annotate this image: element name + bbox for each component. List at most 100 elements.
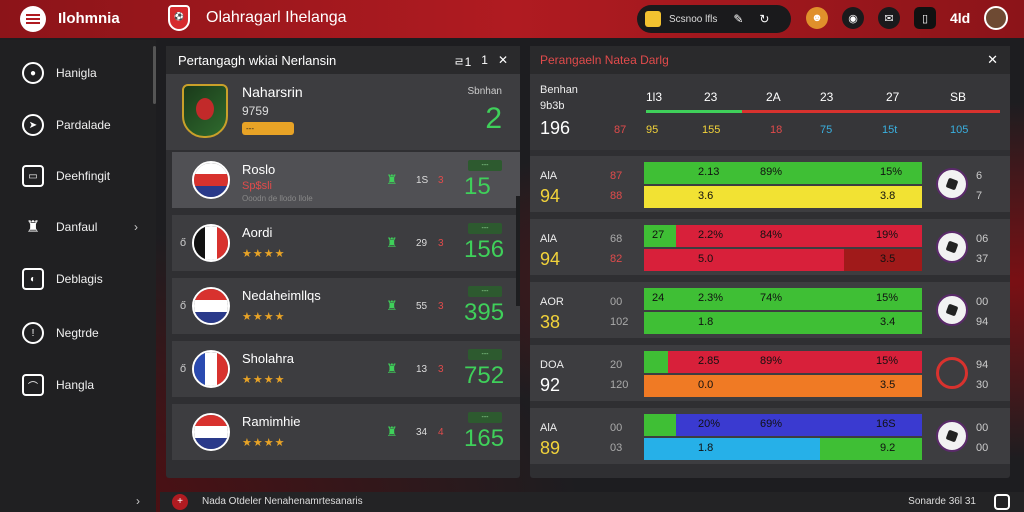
match-side-value: 94 [976,359,989,371]
team-row[interactable]: ő Sholahra ★★★★ ♜ 13 3 --- 752 [172,341,520,397]
team-row[interactable]: Roslo Sp$sli Ooodn de llodo llole ♜ 1S 3 --- 15 [172,152,520,208]
team-list-panel: Pertangagh wkiai Nerlansin ㄹ1 1 ✕ Nahars… [166,46,520,478]
sidebar-item-hangla[interactable]: ⌒ Hangla [0,370,156,400]
match-code: AlA [540,170,558,182]
screen-title: Olahragarl Ihelanga [206,9,347,26]
settings-icon[interactable] [994,494,1010,510]
summary-value-cell: 15t [882,124,898,136]
star-rating: ★★★★ [242,311,286,323]
team-stat-secondary: 3 [438,238,444,249]
team-row[interactable]: ő Nedaheimllqs ★★★★ ♜ 55 3 --- 395 [172,278,520,334]
sidebar-item-deblagis[interactable]: ◐ Deblagis [0,264,156,294]
star-rating: ★★★★ [242,374,286,386]
team-tag: --- [468,160,502,171]
sidebar-item-label: Hanigla [56,66,97,80]
summary-column-label: 27 [886,90,900,104]
sidebar-scrollbar[interactable] [153,46,156,104]
trophy-icon: ♜ [386,361,398,376]
match-stat: 00 [610,296,623,308]
stat-bar-top: 20% 69% 16S [644,414,922,436]
stat-bar-fill [644,288,922,310]
match-rating: 92 [540,375,561,395]
team-stat: 55 [416,301,428,312]
stat-bar-accent [844,249,922,271]
briefcase-icon: ▭ [22,165,44,187]
stat-bar-value: 69% [760,418,783,430]
sidebar-item-label: Danfaul [56,220,98,234]
stat-bar-fill [644,375,922,397]
edit-icon[interactable]: ✎ [733,12,744,26]
stat-bar-value: 3.8 [880,190,896,202]
stat-bar-top: 2.85 89% 15% [644,351,922,373]
mascot-icon[interactable]: ☻ [806,7,828,29]
sidebar-item-negtrde[interactable]: ! Negtrde [0,318,156,348]
team-stat-secondary: 4 [438,427,444,438]
featured-value: 2 [485,102,502,135]
top-bar: Ilohmnia ⚽ Olahragarl Ihelanga Scsnoo lf… [0,0,1024,38]
sidebar-expand-chevron-icon[interactable]: › [136,494,140,508]
summary-value-cell: 155 [702,124,721,136]
stat-bar-top: 27 2.2% 84% 19% [644,225,922,247]
match-stats-panel: Perangaeln Natea Darlg ✕ Benhan 9b3b 196… [530,46,1010,478]
stat-bar-value: 89% [760,166,783,178]
stat-bar-value: 15% [876,292,899,304]
summary-value: 196 [540,118,571,138]
add-icon[interactable]: + [172,494,188,510]
summary-column-label: 1l3 [646,90,663,104]
count-label: ㄹ1 [453,55,472,69]
stat-bar-value: 3.6 [698,190,714,202]
ball-icon [936,294,968,326]
match-row[interactable]: AlA 89 00 03 20% 69% 16S 1.8 9.2 00 00 [530,408,1010,464]
close-icon[interactable]: ✕ [987,52,998,67]
summary-value-cell: 95 [646,124,659,136]
team-score: 15 [464,173,491,200]
summary-label: Benhan [540,84,578,96]
sidebar-item-pardalade[interactable]: ➤ Pardalade [0,110,156,140]
menu-icon[interactable] [20,6,46,32]
stat-bar-value: 2.85 [698,355,720,367]
refresh-icon[interactable]: ↻ [759,12,770,26]
page-number: 1 [481,53,488,67]
team-row[interactable]: Ramimhie ★★★★ ♜ 34 4 --- 165 [172,404,520,460]
team-list-scrollbar[interactable] [516,196,520,306]
match-rating: 38 [540,312,561,332]
match-stat: 102 [610,316,629,328]
stat-bar-bottom: 5.0 3.5 [644,249,922,271]
sidebar-item-deehfingit[interactable]: ▭ Deehfingit [0,161,156,191]
phone-icon[interactable]: ▯ [914,7,936,29]
stat-bar-fill [644,186,922,208]
team-stat-secondary: 3 [438,175,444,186]
match-stats-header: Perangaeln Natea Darlg ✕ [530,46,1010,74]
match-row[interactable]: AlA 94 68 82 27 2.2% 84% 19% 5.0 3.5 06 37 [530,219,1010,275]
chat-icon[interactable]: ✉ [878,7,900,29]
stat-bar-value: 2.13 [698,166,720,178]
panel-title: Perangaeln Natea Darlg [540,53,669,67]
stat-bar-value: 3.5 [880,379,896,391]
team-tag: --- [468,349,502,360]
stat-bar-accent [644,414,676,436]
sidebar-item-danfaul[interactable]: ♜ Danfaul › [0,212,156,242]
team-flag-icon [192,161,230,199]
match-rating: 94 [540,249,561,269]
match-row[interactable]: AlA 94 87 88 2.13 89% 15% 3.6 3.8 6 7 [530,156,1010,212]
sidebar-item-hanigla[interactable]: ● Hanigla [0,58,156,88]
summary-sublabel: 9b3b [540,100,565,112]
currency-pill[interactable]: Scsnoo lfls ✎ ↻ [637,5,791,33]
ball-icon[interactable]: ◉ [842,7,864,29]
ball-icon [936,168,968,200]
panel-title: Pertangagh wkiai Nerlansin [178,53,337,68]
close-icon[interactable]: ✕ [497,53,508,67]
team-name: Sholahra [242,351,295,366]
clock-icon: ! [22,322,44,344]
avatar[interactable] [984,6,1009,30]
featured-team-card[interactable]: Naharsrin 9759 --- Sbnhan 2 [166,74,520,150]
team-row[interactable]: ő Aordi ★★★★ ♜ 29 3 --- 156 [172,215,520,271]
stat-bar-value: 0.0 [698,379,714,391]
footer-right-text: Sonarde 36l 31 [908,496,976,507]
rank-icon: ő [180,363,187,375]
match-row[interactable]: AOR 38 00 102 24 2.3% 74% 15% 1.8 3.4 00 94 [530,282,1010,338]
match-row[interactable]: DOA 92 20 120 2.85 89% 15% 0.0 3.5 94 30 [530,345,1010,401]
team-code: Sp$sli [242,180,272,192]
match-side-value: 00 [976,422,989,434]
stat-bar-value: 89% [760,355,783,367]
